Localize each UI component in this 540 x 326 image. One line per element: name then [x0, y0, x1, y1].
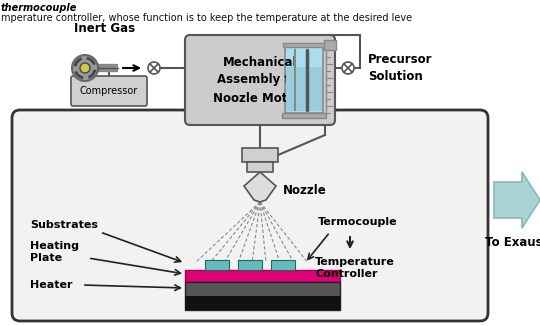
- Circle shape: [72, 55, 98, 81]
- Text: Precursor
Solution: Precursor Solution: [368, 53, 433, 83]
- Text: mperature controller, whose function is to keep the temperature at the desired l: mperature controller, whose function is …: [1, 13, 412, 23]
- Text: Temperature
Controller: Temperature Controller: [315, 257, 395, 279]
- Text: Nozzle: Nozzle: [283, 185, 327, 198]
- Bar: [238, 260, 262, 270]
- Circle shape: [342, 62, 354, 74]
- Bar: [286, 67, 322, 111]
- Text: Compressor: Compressor: [80, 86, 138, 96]
- Bar: [242, 148, 278, 162]
- Text: Substrates: Substrates: [30, 220, 98, 230]
- FancyBboxPatch shape: [71, 76, 147, 106]
- Text: Mechanical
Assembly for
Noozle Motion: Mechanical Assembly for Noozle Motion: [213, 55, 307, 105]
- Bar: [283, 43, 325, 47]
- Text: Inert Gas: Inert Gas: [75, 22, 136, 35]
- Text: Termocouple: Termocouple: [318, 217, 397, 227]
- Text: Heater: Heater: [30, 280, 72, 290]
- Bar: [271, 260, 295, 270]
- Text: thermocouple: thermocouple: [1, 3, 77, 13]
- Text: To Exaust: To Exaust: [485, 235, 540, 248]
- Bar: [185, 270, 340, 282]
- Bar: [185, 282, 340, 310]
- Polygon shape: [244, 172, 276, 202]
- Bar: [205, 260, 229, 270]
- Bar: [324, 40, 336, 50]
- Circle shape: [148, 62, 160, 74]
- Bar: [247, 162, 273, 172]
- Polygon shape: [494, 172, 540, 228]
- FancyBboxPatch shape: [12, 110, 488, 321]
- FancyBboxPatch shape: [185, 35, 335, 125]
- Bar: [185, 296, 340, 310]
- Bar: [282, 113, 326, 118]
- Bar: [285, 45, 323, 113]
- Text: Heating
Plate: Heating Plate: [30, 241, 79, 263]
- Circle shape: [80, 63, 90, 73]
